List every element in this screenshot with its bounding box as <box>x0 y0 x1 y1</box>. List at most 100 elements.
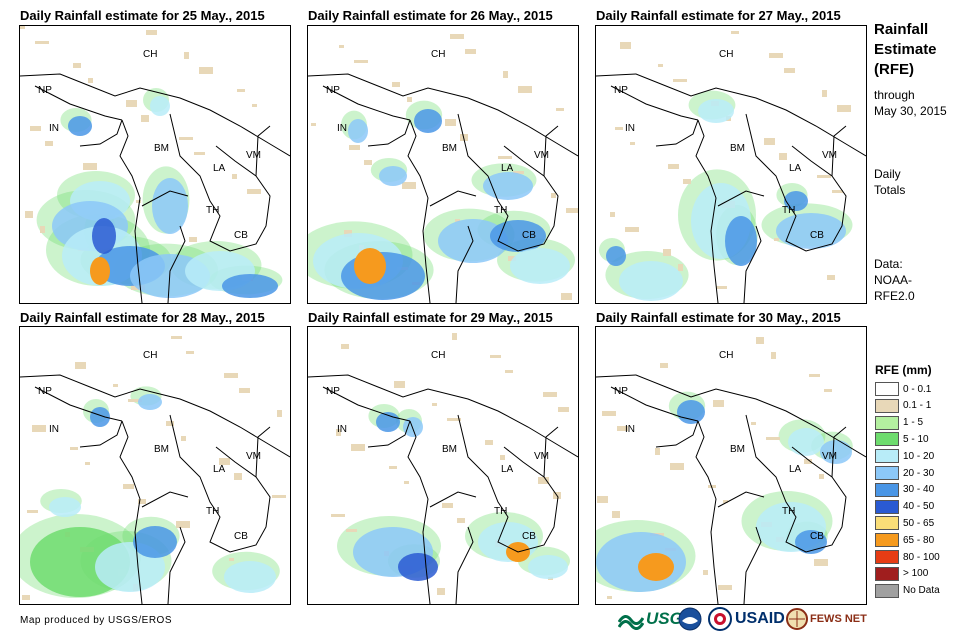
rain-speckle <box>663 249 671 256</box>
country-label-in: IN <box>625 424 635 435</box>
map-credit: Map produced by USGS/EROS <box>20 615 173 626</box>
legend-label: > 100 <box>903 568 929 580</box>
rainfall-area <box>379 166 407 186</box>
country-label-ch: CH <box>431 49 446 60</box>
rain-speckle <box>683 179 691 184</box>
legend-swatch <box>875 482 899 497</box>
rain-speckle <box>718 585 732 590</box>
country-label-th: TH <box>206 506 220 517</box>
sidebar-through-line: through <box>874 88 915 102</box>
rainfall-map-graphic <box>596 31 866 303</box>
legend-label: 0.1 - 1 <box>903 400 932 412</box>
country-border <box>407 420 431 604</box>
legend-label: 50 - 65 <box>903 517 935 529</box>
rain-speckle <box>625 227 639 232</box>
rain-speckle <box>219 458 230 465</box>
rain-speckle <box>70 447 78 450</box>
rainfall-area <box>725 216 757 266</box>
rain-speckle <box>277 410 282 417</box>
rain-speckle <box>25 211 33 218</box>
rainfall-area <box>222 274 278 298</box>
rain-speckle <box>176 521 190 528</box>
rain-speckle <box>407 97 412 102</box>
rain-speckle <box>543 392 557 397</box>
rain-speckle <box>339 45 344 48</box>
rain-speckle <box>437 588 445 595</box>
rain-speckle <box>232 174 237 179</box>
rainfall-map-30-may: CH NP IN BM LA VM TH CB <box>595 326 867 605</box>
rain-speckle <box>45 141 53 146</box>
sidebar-title: Rainfall Estimate (RFE) <box>874 20 937 80</box>
country-border <box>717 491 765 508</box>
country-label-th: TH <box>494 205 508 216</box>
legend-swatch <box>875 516 899 531</box>
rain-speckle <box>88 78 93 83</box>
rain-speckle <box>186 351 194 354</box>
rain-speckle <box>505 370 513 373</box>
panel-title-6: Daily Rainfall estimate for 30 May., 201… <box>596 310 841 325</box>
rain-speckle <box>394 381 405 388</box>
country-label-th: TH <box>206 205 220 216</box>
country-label-bm: BM <box>154 444 169 455</box>
rain-speckle <box>485 440 493 445</box>
rain-speckle <box>832 190 843 193</box>
legend-swatch <box>875 398 899 413</box>
rainfall-area <box>90 407 110 427</box>
rain-speckle <box>551 193 556 198</box>
rain-speckle <box>837 105 851 112</box>
rain-speckle <box>607 596 612 599</box>
rain-speckle <box>779 153 787 160</box>
country-label-th: TH <box>494 506 508 517</box>
sidebar-data-source: Data: NOAA- RFE2.0 <box>874 256 915 304</box>
rain-speckle <box>349 145 360 150</box>
rainfall-area <box>784 191 808 211</box>
rain-speckle <box>75 362 86 369</box>
rain-speckle <box>247 189 261 194</box>
rain-speckle <box>22 595 30 600</box>
rain-speckle <box>766 437 780 440</box>
panel-title-3: Daily Rainfall estimate for 27 May., 201… <box>596 8 841 23</box>
rain-speckle <box>804 459 812 464</box>
country-label-th: TH <box>782 205 796 216</box>
rain-speckle <box>73 63 81 68</box>
rain-speckle <box>457 518 465 523</box>
legend-label: 30 - 40 <box>903 484 935 496</box>
rain-speckle <box>234 473 242 480</box>
country-label-np: NP <box>38 85 52 96</box>
rain-speckle <box>716 286 727 289</box>
rain-speckle <box>311 123 316 126</box>
country-border <box>543 125 559 177</box>
country-label-la: LA <box>213 163 226 174</box>
country-border <box>596 374 866 458</box>
rain-speckle <box>40 226 45 233</box>
rain-speckle <box>814 559 828 566</box>
rain-speckle <box>708 485 716 488</box>
rainfall-area <box>49 497 81 517</box>
rainfall-area <box>698 99 734 123</box>
rain-speckle <box>445 119 456 126</box>
rain-speckle <box>364 160 372 165</box>
rainfall-area <box>483 172 533 200</box>
rainfall-area <box>510 248 570 284</box>
rain-speckle <box>331 514 345 517</box>
rain-speckle <box>189 237 197 242</box>
country-label-la: LA <box>789 464 802 475</box>
sidebar-title-line: Estimate <box>874 41 937 58</box>
country-label-la: LA <box>501 464 514 475</box>
rain-speckle <box>20 26 25 29</box>
sidebar-title-line: (RFE) <box>874 61 914 78</box>
legend-swatch <box>875 466 899 480</box>
country-label-vm: VM <box>534 150 549 161</box>
rain-speckle <box>819 474 824 479</box>
country-border <box>831 125 847 177</box>
rainfall-area <box>68 116 92 136</box>
country-border <box>308 374 578 458</box>
legend-label: 1 - 5 <box>903 417 924 429</box>
country-border <box>255 125 271 177</box>
country-label-ch: CH <box>431 350 446 361</box>
rain-speckle <box>239 388 250 393</box>
fewsnet-logo: FEWS NET <box>786 606 867 632</box>
rain-speckle <box>346 529 357 532</box>
legend-label: 65 - 80 <box>903 534 935 546</box>
country-border <box>367 420 411 448</box>
